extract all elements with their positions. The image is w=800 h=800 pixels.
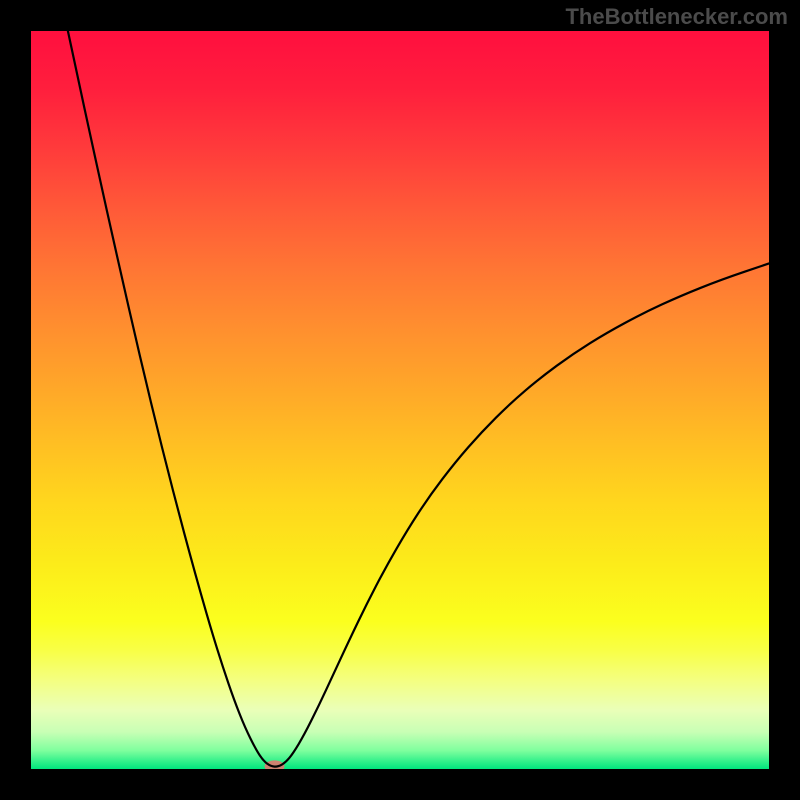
bottleneck-curve-chart xyxy=(31,31,769,769)
watermark-text: TheBottlenecker.com xyxy=(565,4,788,30)
chart-background xyxy=(31,31,769,769)
chart-container xyxy=(31,31,769,769)
